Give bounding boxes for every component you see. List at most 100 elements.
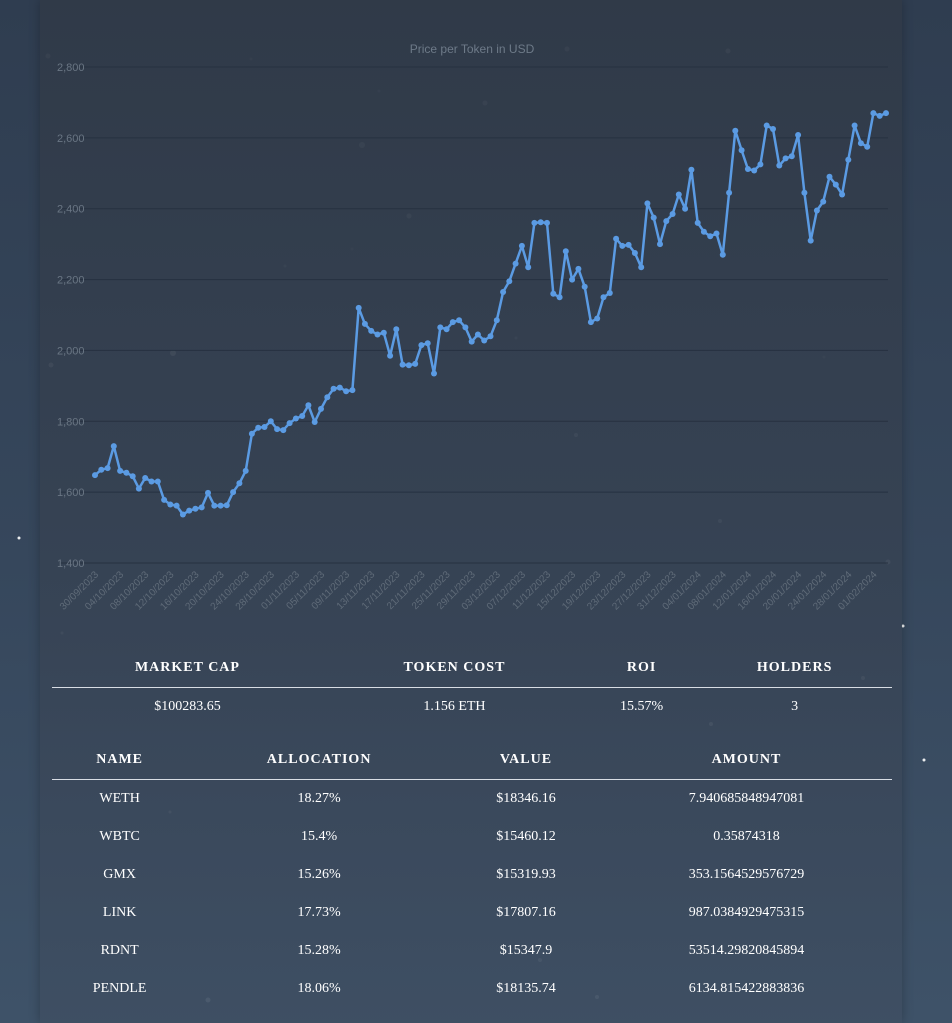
token-amount: 353.1564529576729 [688, 867, 805, 882]
data-point [418, 342, 425, 349]
data-point [707, 233, 714, 240]
token-name: GMX [103, 867, 136, 882]
token-amount: 6134.815422883836 [688, 981, 805, 996]
data-point [399, 361, 406, 368]
data-point [638, 264, 645, 271]
data-point [606, 290, 613, 296]
data-point [424, 340, 431, 347]
data-point [851, 122, 858, 129]
data-point [474, 331, 481, 338]
data-point [261, 424, 268, 430]
data-point [751, 167, 758, 174]
data-point [330, 385, 337, 392]
token-value: $18135.74 [496, 981, 556, 996]
data-point [801, 189, 808, 196]
data-point [688, 166, 695, 173]
data-point [248, 430, 255, 437]
data-point [682, 205, 689, 212]
data-point [839, 191, 846, 198]
token-name: WBTC [99, 829, 140, 844]
token-amount: 0.35874318 [713, 829, 780, 844]
market-cap-value: $100283.65 [154, 699, 221, 714]
data-point [192, 505, 199, 512]
data-point [205, 489, 211, 496]
data-point [870, 110, 877, 117]
data-point [374, 331, 381, 338]
token-amount: 7.940685848947081 [688, 791, 805, 806]
data-point [719, 251, 726, 258]
data-point [324, 394, 331, 401]
data-point [161, 496, 168, 503]
data-point [431, 370, 437, 377]
token-allocation: 18.06% [297, 981, 341, 996]
y-tick-label: 2,600 [57, 133, 85, 145]
amount-header: AMOUNT [600, 741, 892, 780]
token-allocation: 18.27% [297, 791, 341, 806]
y-tick-label: 1,800 [57, 416, 85, 428]
data-point [462, 324, 469, 331]
data-point [625, 241, 632, 248]
data-point [123, 469, 130, 476]
data-point [619, 242, 626, 249]
data-point [236, 480, 243, 487]
data-point [110, 443, 117, 450]
data-point [581, 283, 588, 290]
data-point [267, 418, 274, 425]
data-point [98, 466, 105, 473]
data-point [230, 489, 237, 496]
data-point [738, 147, 745, 154]
data-point [594, 315, 601, 322]
data-point [525, 264, 532, 271]
token-allocation: 15.28% [297, 943, 341, 958]
data-point [657, 241, 663, 248]
data-point [405, 362, 412, 369]
x-axis-ticks: 30/09/202304/10/202308/10/202312/10/2023… [58, 569, 880, 612]
data-point [412, 360, 419, 367]
data-point [569, 276, 576, 283]
data-point [669, 211, 676, 217]
data-point [726, 189, 733, 196]
data-point [500, 289, 507, 295]
y-axis-ticks: 1,400 1,600 1,800 2,000 2,200 2,400 2,600 2,800 [57, 62, 85, 570]
data-point [129, 473, 136, 480]
y-tick-label: 2,200 [57, 275, 85, 287]
data-point [336, 384, 343, 391]
data-point [274, 426, 281, 433]
data-point [883, 110, 889, 117]
name-header: NAME [52, 741, 188, 780]
data-point [173, 502, 180, 509]
data-point [142, 475, 149, 481]
token-name: PENDLE [92, 981, 147, 996]
y-tick-label: 2,800 [57, 62, 85, 74]
token-value: $15460.12 [496, 829, 556, 844]
data-point [456, 317, 463, 324]
data-point [343, 388, 350, 395]
data-point [820, 198, 827, 205]
data-point [776, 162, 783, 169]
star [922, 758, 926, 762]
data-point [92, 472, 98, 479]
table-row: GMX 15.26% $15319.93 353.1564529576729 [52, 856, 892, 894]
data-point [186, 507, 193, 514]
data-point [832, 181, 839, 188]
data-point [713, 230, 720, 237]
data-point [242, 467, 249, 474]
data-point [292, 415, 299, 422]
data-point [211, 502, 218, 509]
data-point [813, 207, 820, 214]
data-point [380, 329, 387, 336]
data-point [600, 294, 607, 301]
data-point [355, 304, 362, 311]
data-point [286, 420, 293, 427]
data-point [826, 173, 833, 180]
data-point [845, 156, 852, 163]
data-point [531, 219, 538, 226]
data-point [154, 478, 161, 485]
market-cap-header: MARKET CAP [52, 649, 323, 688]
data-point [631, 250, 638, 256]
data-point [148, 478, 155, 485]
data-point [675, 191, 682, 198]
data-point [518, 242, 525, 249]
token-cost-value: 1.156 ETH [423, 699, 486, 714]
token-amount: 987.0384929475315 [688, 905, 805, 920]
